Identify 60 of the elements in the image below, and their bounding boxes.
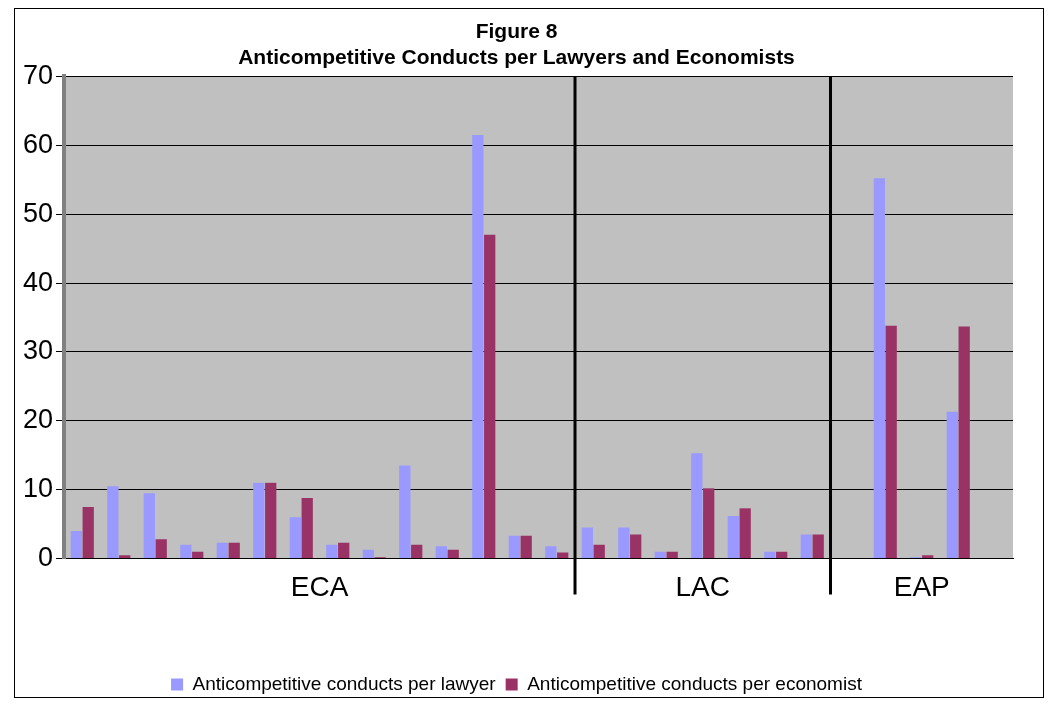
y-tick-label: 30 xyxy=(22,335,54,366)
bar xyxy=(70,531,82,559)
bar xyxy=(435,546,447,559)
bar xyxy=(143,493,155,559)
text: EAP xyxy=(893,571,950,603)
bar xyxy=(958,326,970,559)
bar xyxy=(107,486,119,559)
text: LAC xyxy=(675,571,730,603)
bar xyxy=(472,134,484,559)
bar xyxy=(508,535,520,559)
bar xyxy=(800,534,812,559)
text: ECA xyxy=(290,571,349,603)
bar xyxy=(289,517,301,559)
bar xyxy=(301,497,313,559)
y-tick-label: 40 xyxy=(22,266,54,297)
y-tick-label: 50 xyxy=(22,197,54,228)
bar xyxy=(654,551,666,559)
bar xyxy=(155,539,167,559)
bar xyxy=(885,325,897,559)
bar xyxy=(812,534,824,559)
legend-label: Anticompetitive conducts per economist xyxy=(527,672,863,694)
bar xyxy=(180,544,192,559)
bar xyxy=(192,551,204,559)
bar xyxy=(362,549,374,559)
bar xyxy=(618,527,630,559)
legend-label: Anticompetitive conducts per lawyer xyxy=(192,672,497,694)
bar xyxy=(739,508,751,559)
chart-title: Figure 8 Anticompetitive Conducts per Lawyers and Economists xyxy=(238,19,795,68)
y-tick-label: 70 xyxy=(22,59,54,90)
bar xyxy=(326,544,338,559)
bar xyxy=(946,411,958,559)
bar xyxy=(727,515,739,559)
bar xyxy=(691,453,703,559)
bar xyxy=(520,535,532,559)
bar xyxy=(119,555,131,559)
bar xyxy=(399,465,411,559)
bar xyxy=(253,482,265,559)
bar xyxy=(776,551,788,559)
bar xyxy=(922,555,934,559)
bar xyxy=(484,234,496,559)
bar xyxy=(216,542,228,559)
bar xyxy=(447,549,459,559)
bar xyxy=(873,178,885,559)
bar xyxy=(338,542,350,559)
bar xyxy=(703,488,715,559)
bar xyxy=(764,551,776,559)
bar xyxy=(82,506,94,559)
bar xyxy=(545,546,557,559)
bar xyxy=(228,542,240,559)
bar xyxy=(630,534,642,559)
bar xyxy=(593,544,605,559)
bar xyxy=(265,482,277,559)
y-tick-label: 60 xyxy=(22,128,54,159)
bar xyxy=(581,527,593,559)
y-tick-label: 20 xyxy=(22,404,54,435)
bar xyxy=(557,552,569,559)
bar xyxy=(666,551,678,559)
y-tick-label: 10 xyxy=(22,473,54,504)
y-tick-label: 0 xyxy=(38,542,54,573)
bar xyxy=(411,544,423,559)
